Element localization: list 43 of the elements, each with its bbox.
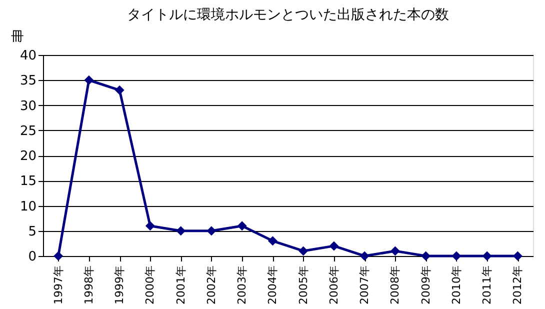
x-tick-label: 2012年 [511,266,524,304]
point [237,221,247,231]
x-tick-label: 2010年 [450,266,463,304]
point [268,236,278,246]
y-tick-label: 30 [20,98,36,114]
y-tick-label: 0 [28,250,36,264]
x-tick-label: 2003年 [236,266,249,304]
point [298,246,308,256]
x-tick-label: 1999年 [113,266,126,304]
x-tick-label: 2004年 [266,266,280,304]
y-tick-label: 15 [20,174,36,190]
point [421,251,431,261]
x-tick-label: 2006年 [327,266,340,304]
point [206,226,216,236]
point [329,241,339,251]
x-tick-label: 1997年 [52,266,65,304]
point [390,246,400,256]
y-tick-label: 25 [20,124,36,139]
point [512,251,522,261]
x-tick-label: 2008年 [388,266,402,304]
chart-title: タイトルに環境ホルモンとついた出版された本の数 [127,7,449,23]
point [84,75,94,85]
point [114,85,124,95]
point [145,221,155,231]
x-tick-label: 2000年 [144,266,157,304]
point [54,251,64,261]
y-axis-title: 冊 [11,30,24,44]
y-tick-label: 40 [20,48,36,64]
x-tick-label: 2002年 [204,266,218,304]
y-tick-label: 20 [20,149,36,164]
point [176,226,186,236]
point [482,251,492,261]
y-tick-label: 10 [20,199,36,214]
point [452,251,462,261]
x-tick-label: 1998年 [82,266,96,304]
x-tick-label: 2001年 [174,266,188,304]
x-tick-label: 2011年 [480,266,494,304]
point [360,251,370,261]
y-tick-label: 35 [20,74,36,89]
x-tick-label: 2009年 [419,266,432,304]
x-tick-label: 2005年 [296,266,310,304]
y-tick-label: 5 [28,224,36,240]
x-tick-label: 2007年 [358,266,372,304]
